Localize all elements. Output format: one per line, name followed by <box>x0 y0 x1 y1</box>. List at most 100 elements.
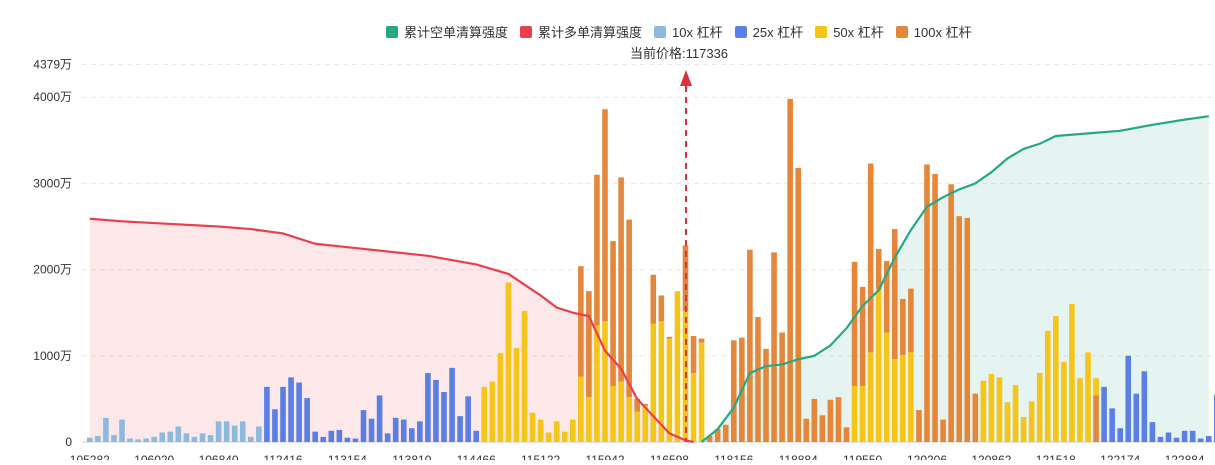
legend-item-100x[interactable]: 100x 杠杆 <box>895 22 972 41</box>
x-tick-label: 114466 <box>457 453 496 460</box>
x-tick-label: 116598 <box>650 453 689 460</box>
bar-50x <box>650 323 657 442</box>
legend-swatch-short <box>386 25 398 38</box>
legend-item-long-liquidation[interactable]: 累计多单清算强度 <box>520 22 642 41</box>
bar-100x <box>972 393 979 442</box>
bar-50x <box>1069 304 1075 442</box>
bar-25x <box>441 392 447 442</box>
bar-100x <box>610 241 616 386</box>
bar-25x <box>304 398 310 442</box>
bar-50x <box>1028 401 1035 442</box>
bar-50x <box>529 412 536 442</box>
bar-100x <box>875 248 882 290</box>
bar-50x <box>908 352 914 442</box>
bar-25x <box>312 431 318 442</box>
bar-100x <box>883 260 890 333</box>
bar-10x <box>175 426 182 442</box>
area-layer <box>89 116 1209 442</box>
legend-swatch-100x <box>895 25 908 38</box>
x-tick-label: 120206 <box>907 453 947 460</box>
bar-100x <box>803 418 810 442</box>
bar-25x <box>280 386 286 442</box>
bar-50x <box>674 291 681 442</box>
bar-50x <box>626 397 632 442</box>
y-tick-label: 4000万 <box>33 90 72 104</box>
bar-100x <box>698 338 705 343</box>
bar-25x <box>392 417 399 442</box>
bar-10x <box>231 425 238 442</box>
bar-100x <box>779 332 785 442</box>
bar-25x <box>1165 432 1172 442</box>
bar-50x <box>537 419 544 442</box>
bar-25x <box>433 379 439 442</box>
bar-10x <box>119 419 125 442</box>
bar-10x <box>248 436 254 442</box>
bar-25x <box>1109 408 1115 442</box>
legend-item-25x[interactable]: 25x 杠杆 <box>734 22 803 41</box>
bar-50x <box>1020 417 1027 442</box>
bar-100x <box>819 415 826 442</box>
bar-100x <box>916 410 922 442</box>
x-tick-label: 105282 <box>70 453 110 460</box>
bar-10x <box>143 438 149 442</box>
current-price-arrow <box>680 70 692 86</box>
legend-item-50x[interactable]: 50x 杠杆 <box>815 22 884 41</box>
bar-50x <box>996 377 1003 442</box>
bar-100x <box>900 298 906 355</box>
y-tick-label: 2000万 <box>33 263 72 277</box>
bar-10x <box>215 421 222 442</box>
bar-25x <box>465 396 471 442</box>
bar-100x <box>811 398 818 442</box>
bar-100x <box>618 177 624 382</box>
bar-50x <box>1085 352 1091 442</box>
bar-25x <box>1189 430 1196 442</box>
bar-50x <box>1012 385 1019 442</box>
bar-25x <box>1149 422 1156 442</box>
legend-label-10x: 10x 杠杆 <box>672 25 723 40</box>
long-liquidation-line <box>89 217 694 444</box>
legend-label-50x: 50x 杠杆 <box>833 25 884 40</box>
bar-10x <box>167 431 174 442</box>
bar-25x <box>457 416 463 442</box>
bar-100x <box>867 163 874 353</box>
bar-50x <box>892 359 898 442</box>
bar-50x <box>634 411 640 442</box>
bar-25x <box>417 421 423 442</box>
bar-100x <box>666 336 673 339</box>
bar-25x <box>264 386 270 442</box>
bar-100x <box>722 424 729 442</box>
bar-10x <box>256 426 262 442</box>
bar-100x <box>731 340 737 442</box>
bar-10x <box>223 421 230 442</box>
legend-item-10x[interactable]: 10x 杠杆 <box>654 22 723 41</box>
x-tick-label: 106020 <box>134 453 174 460</box>
bar-50x <box>642 405 649 442</box>
x-tick-label: 115942 <box>585 453 624 460</box>
bar-25x <box>400 419 407 442</box>
bar-100x <box>763 348 769 442</box>
bar-10x <box>183 433 190 442</box>
legend-label-short: 累计空单清算强度 <box>404 25 509 40</box>
bar-25x <box>1205 435 1212 442</box>
bar-100x <box>795 167 801 442</box>
legend-swatch-50x <box>815 25 828 38</box>
long-liquidation-area <box>89 218 694 442</box>
bar-50x <box>1036 373 1043 442</box>
bar-100x <box>706 435 713 442</box>
bar-50x <box>1077 378 1083 442</box>
bar-10x <box>207 435 214 442</box>
bar-100x <box>594 174 600 326</box>
bar-100x <box>964 217 971 442</box>
legend-item-short-liquidation[interactable]: 累计空单清算强度 <box>386 22 508 41</box>
bar-10x <box>127 438 133 442</box>
bar-50x <box>505 282 512 442</box>
bar-25x <box>384 433 391 442</box>
bar-50x <box>859 385 866 442</box>
bar-25x <box>1133 393 1140 442</box>
bar-25x <box>425 373 431 442</box>
bar-25x <box>1197 438 1204 442</box>
y-tick-label: 0 <box>65 435 72 449</box>
bar-100x <box>626 219 632 398</box>
legend-swatch-long <box>520 25 533 38</box>
bar-50x <box>900 354 906 442</box>
